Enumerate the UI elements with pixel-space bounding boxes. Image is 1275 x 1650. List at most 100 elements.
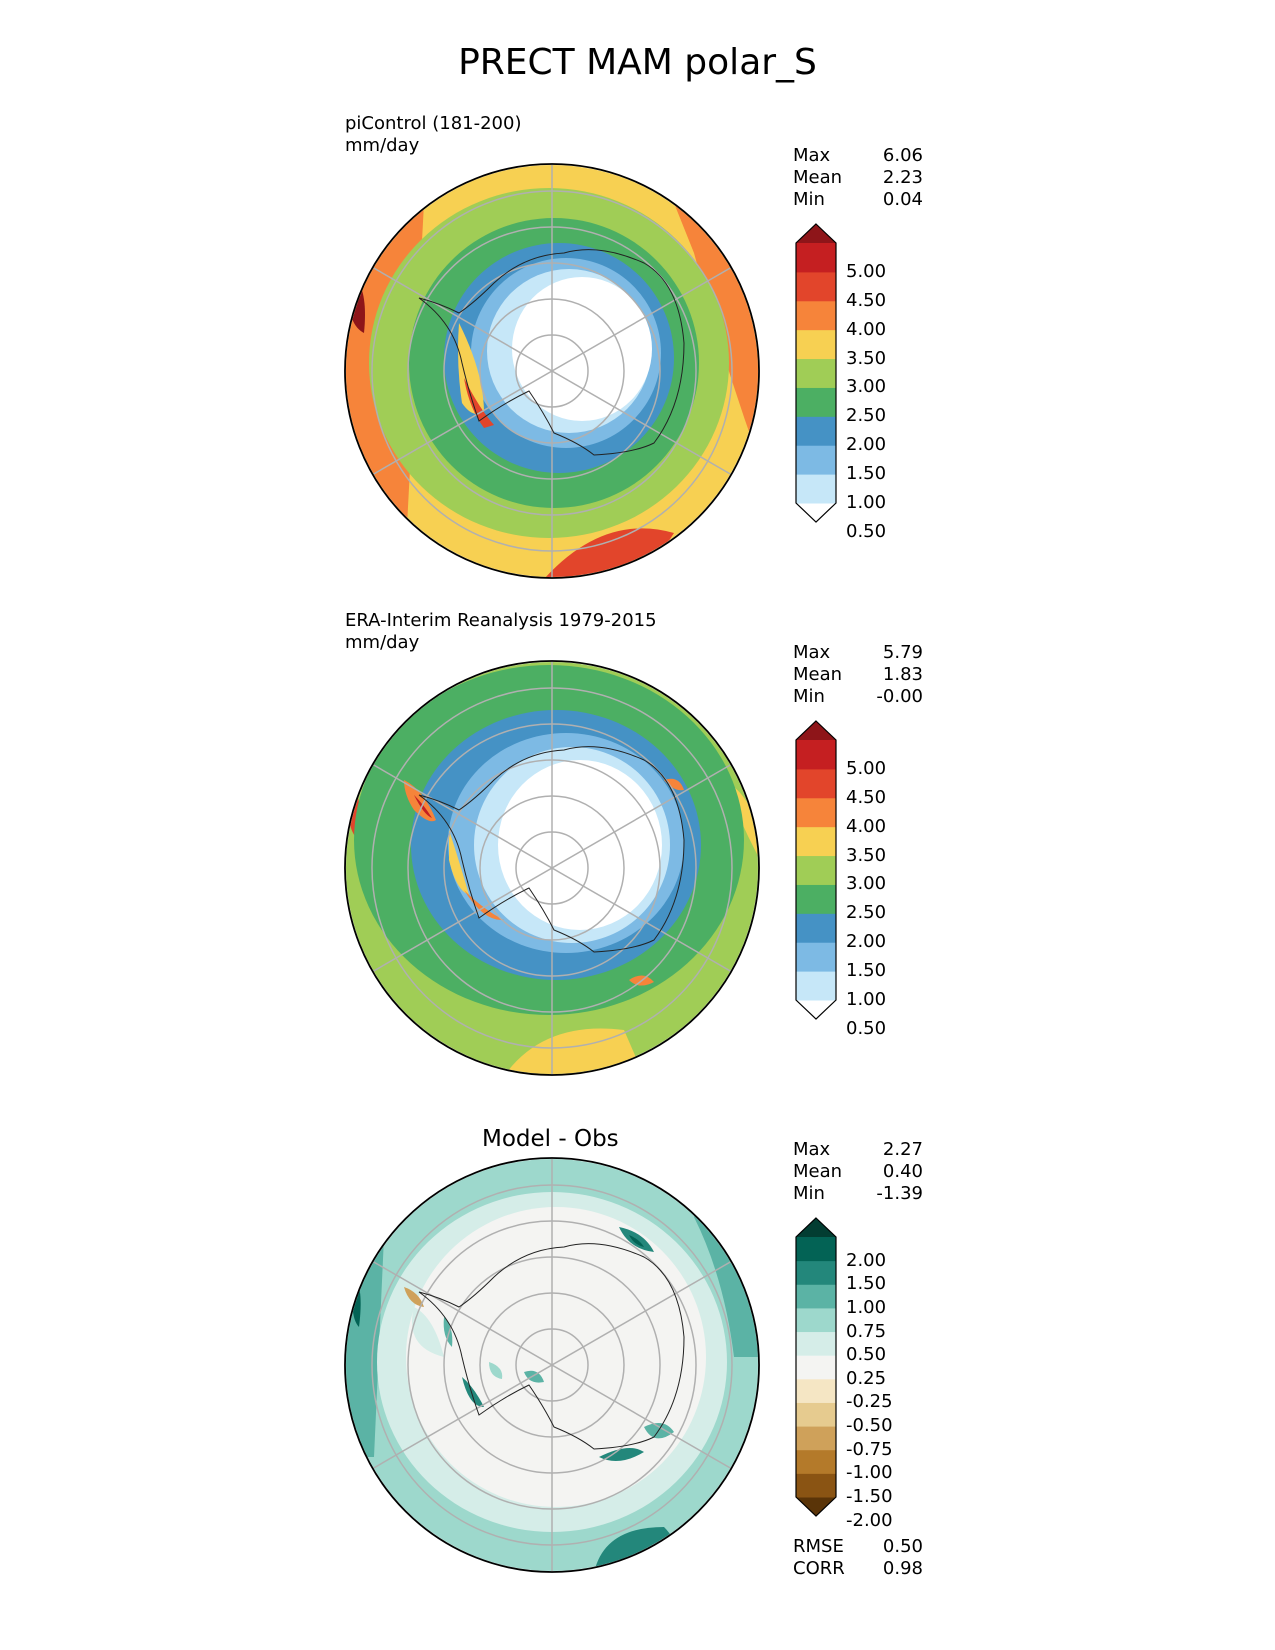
panel3-colorbar	[795, 1217, 837, 1517]
colorbar-outline	[795, 720, 837, 1020]
figure-title: PRECT MAM polar_S	[458, 42, 817, 83]
panel3-stats: Max 2.27 Mean 0.40 Min -1.39	[793, 1139, 923, 1205]
panel1-coastline	[418, 249, 685, 456]
panel2-label: ERA-Interim Reanalysis 1979-2015 mm/day	[345, 610, 657, 654]
colorbar-segment	[796, 387, 836, 417]
colorbar-segment	[796, 740, 836, 770]
colorbar-segment	[796, 445, 836, 475]
colorbar-segment	[796, 1284, 836, 1309]
colorbar-segment	[796, 855, 836, 885]
colorbar-segment	[796, 1331, 836, 1356]
colorbar-tick-label: 4.00	[846, 318, 887, 340]
colorbar-tick-label: 0.50	[846, 1344, 887, 1366]
colorbar-segment	[796, 884, 836, 914]
colorbar-segment	[796, 768, 836, 799]
colorbar-segment	[796, 243, 836, 273]
panel1-stats: Max 6.06 Mean 2.23 Min 0.04	[793, 145, 923, 211]
panel2-units-label: mm/day	[345, 632, 420, 653]
colorbar-tick-label: 1.50	[846, 1273, 887, 1295]
colorbar-tick-label: 2.00	[846, 434, 887, 456]
panel2-coastline	[418, 746, 685, 953]
panel3-polar-map	[344, 1157, 760, 1573]
colorbar-segment	[796, 797, 836, 828]
colorbar-tick-label: 4.00	[846, 815, 887, 837]
colorbar-extend-high	[796, 1218, 836, 1237]
panel1-stat-min: Min 0.04	[793, 189, 923, 210]
colorbar-segment	[796, 300, 836, 331]
colorbar-tick-label: 0.50	[846, 520, 887, 542]
colorbar-tick-label: 5.00	[846, 260, 887, 282]
panel1-map-fill	[346, 165, 758, 577]
panel1-map-boundary	[344, 163, 760, 579]
colorbar-extend-low	[796, 503, 836, 522]
colorbar-tick-label: -0.50	[846, 1415, 893, 1437]
colorbar-tick-label: 3.00	[846, 376, 887, 398]
colorbar-tick-label: 1.00	[846, 1296, 887, 1318]
panel2-map-boundary	[344, 660, 760, 1076]
colorbar-segment	[796, 913, 836, 943]
colorbar-segment	[796, 1402, 836, 1427]
panel1-stat-mean: Mean 2.23	[793, 167, 923, 188]
colorbar-tick-label: 4.50	[846, 289, 887, 311]
colorbar-segment	[796, 1449, 836, 1474]
colorbar-extend-high	[796, 721, 836, 740]
colorbar-tick-label: -0.25	[846, 1391, 893, 1413]
panel3-metrics: RMSE 0.50 CORR 0.98	[793, 1536, 923, 1580]
panel3-metric-rmse: RMSE 0.50	[793, 1536, 923, 1557]
colorbar-tick-label: 1.00	[846, 989, 887, 1010]
colorbar-segment	[796, 1260, 836, 1285]
colorbar-tick-label: -2.00	[846, 1509, 893, 1531]
difference-title: Model - Obs	[482, 1126, 619, 1152]
panel1-label: piControl (181-200) mm/day	[345, 113, 521, 157]
colorbar-tick-label: 4.50	[846, 786, 887, 808]
panel2-dataset-label: ERA-Interim Reanalysis 1979-2015	[345, 610, 657, 631]
colorbar-tick-label: 2.50	[846, 902, 887, 924]
colorbar-tick-label: 0.50	[846, 1017, 887, 1039]
panel1-stat-max: Max 6.06	[793, 145, 923, 166]
colorbar-tick-label: -1.00	[846, 1462, 893, 1484]
colorbar-segment	[796, 358, 836, 388]
colorbar-outline	[795, 223, 837, 523]
colorbar-segment	[796, 1378, 836, 1403]
colorbar-extend-high	[796, 224, 836, 243]
colorbar-segment	[796, 1237, 836, 1262]
colorbar-tick-label: -1.50	[846, 1486, 893, 1507]
colorbar-segment	[796, 1355, 836, 1380]
panel3-metric-corr: CORR 0.98	[793, 1558, 923, 1579]
colorbar-segment	[796, 971, 836, 1001]
colorbar-segment	[796, 826, 836, 857]
colorbar-outline	[795, 1217, 837, 1517]
colorbar-segment	[796, 1473, 836, 1498]
panel2-stat-max: Max 5.79	[793, 642, 923, 663]
panel2-stat-mean: Mean 1.83	[793, 664, 923, 685]
colorbar-tick-label: 3.50	[846, 347, 887, 369]
panel3-stat-min: Min -1.39	[793, 1183, 923, 1204]
panel2-polar-map	[344, 660, 760, 1076]
panel1-dataset-label: piControl (181-200)	[345, 113, 522, 134]
panel1-polar-map	[344, 163, 760, 579]
panel3-coastline	[418, 1243, 685, 1450]
panel3-stat-max: Max 2.27	[793, 1139, 923, 1160]
colorbar-tick-label: 2.00	[846, 1249, 887, 1271]
panel1-colorbar	[795, 223, 837, 523]
colorbar-tick-label: 3.00	[846, 873, 887, 895]
colorbar-tick-label: 0.75	[846, 1320, 887, 1342]
colorbar-tick-label: 2.50	[846, 405, 887, 427]
colorbar-tick-label: 1.00	[846, 492, 887, 513]
panel1-units-label: mm/day	[345, 135, 420, 156]
colorbar-tick-label: -0.75	[846, 1438, 893, 1460]
colorbar-segment	[796, 416, 836, 446]
colorbar-segment	[796, 271, 836, 302]
colorbar-tick-label: 1.50	[846, 960, 887, 982]
colorbar-extend-low	[796, 1000, 836, 1019]
colorbar-segment	[796, 329, 836, 360]
colorbar-segment	[796, 1307, 836, 1333]
panel2-stat-min: Min -0.00	[793, 686, 923, 707]
colorbar-segment	[796, 942, 836, 972]
colorbar-segment	[796, 474, 836, 504]
colorbar-tick-label: 1.50	[846, 463, 887, 485]
panel1-graticule	[371, 165, 733, 577]
colorbar-tick-label: 3.50	[846, 844, 887, 866]
colorbar-tick-label: 2.00	[846, 931, 887, 953]
panel2-stats: Max 5.79 Mean 1.83 Min -0.00	[793, 642, 923, 708]
